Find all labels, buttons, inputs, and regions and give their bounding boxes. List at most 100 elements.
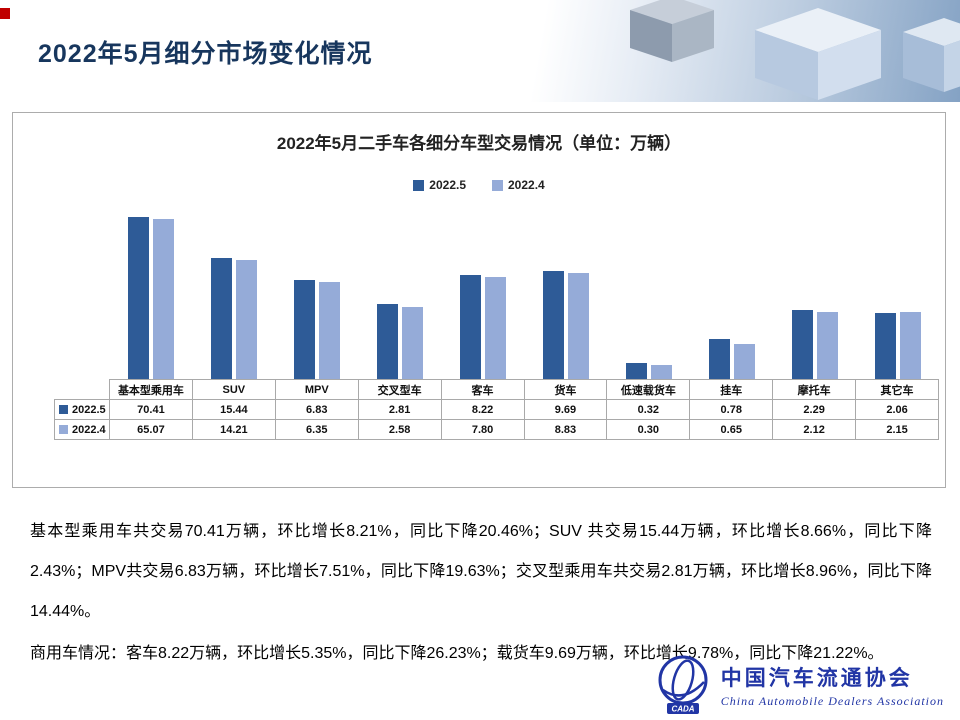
value-cell: 2.12	[772, 419, 857, 440]
value-cell-label: 2.15	[886, 423, 908, 436]
value-cell-label: 70.41	[137, 403, 165, 416]
chart-plot	[110, 194, 939, 380]
category-header-label: 货车	[554, 384, 577, 397]
bar-2022.4	[236, 260, 258, 380]
value-cell: 70.41	[109, 399, 193, 420]
bar-2022.4	[485, 276, 507, 380]
value-cell-label: 8.83	[554, 423, 577, 436]
value-cell: 65.07	[109, 419, 193, 440]
value-cell: 6.35	[274, 419, 359, 440]
value-cell: 7.80	[440, 419, 525, 440]
value-cell-label: 6.35	[306, 423, 328, 436]
bar-2022.4	[899, 311, 921, 380]
table-corner-cell	[54, 379, 110, 400]
value-cell-label: 0.30	[637, 423, 660, 436]
chart-column-10	[856, 311, 939, 380]
chart-title: 2022年5月二手车各细分车型交易情况（单位：万辆）	[276, 134, 682, 153]
value-cell: 0.32	[606, 399, 691, 420]
bar-2022.4	[650, 364, 672, 380]
footer-logo-block: CADA 中国汽车流通协会 China Automobile Dealers A…	[654, 654, 944, 716]
accent-square	[0, 8, 10, 19]
category-header-label: 客车	[471, 384, 494, 397]
series-row-label-label: 2022.5	[72, 403, 106, 416]
chart-column-8	[690, 338, 773, 380]
bar-2022.5	[460, 275, 482, 380]
bar-2022.5	[377, 304, 399, 380]
category-header-label: 挂车	[720, 384, 743, 397]
header-banner: 2022年5月细分市场变化情况	[0, 0, 960, 102]
chart-legend: 2022.5 2022.4	[13, 178, 945, 192]
chart-column-1	[110, 217, 193, 380]
chart-column-2	[193, 258, 276, 380]
value-cell-label: 6.83	[306, 403, 328, 416]
series-row-label-label: 2022.4	[72, 423, 106, 436]
value-cell: 14.21	[191, 419, 276, 440]
series-row-label: 2022.5	[54, 399, 110, 420]
value-cell-label: 0.32	[637, 403, 660, 416]
category-header: 基本型乘用车	[109, 379, 193, 400]
value-cell-label: 2.81	[388, 403, 411, 416]
category-header: 客车	[440, 379, 525, 400]
category-header: 货车	[523, 379, 608, 400]
value-cell: 2.81	[357, 399, 442, 420]
bar-2022.5	[625, 363, 647, 380]
chart-column-7	[607, 363, 690, 380]
bar-2022.5	[294, 280, 316, 380]
category-header-label: MPV	[304, 383, 329, 396]
category-header: 挂车	[689, 379, 774, 400]
value-cell-label: 15.44	[220, 403, 248, 416]
category-header-label: 基本型乘用车	[117, 384, 184, 397]
value-cell-label: 2.58	[388, 423, 411, 436]
chart-column-3	[276, 280, 359, 380]
chart-column-5	[442, 275, 525, 380]
value-cell: 2.58	[357, 419, 442, 440]
legend-item-2022-4: 2022.4	[492, 178, 545, 192]
cada-logo-icon: CADA	[658, 655, 708, 714]
value-cell: 8.22	[440, 399, 525, 420]
category-header-label: 摩托车	[797, 384, 831, 397]
bar-2022.5	[791, 309, 813, 380]
category-header: 低速载货车	[606, 379, 691, 400]
bar-2022.4	[319, 282, 341, 380]
series-row-label: 2022.4	[54, 419, 110, 440]
legend-swatch-2022-4	[492, 179, 503, 191]
category-header: 交叉型车	[357, 379, 442, 400]
value-cell: 6.83	[274, 399, 359, 420]
category-header-label: 低速载货车	[620, 384, 676, 397]
category-header: SUV	[191, 379, 276, 400]
value-cell-label: 0.78	[720, 403, 742, 416]
value-cell: 8.83	[523, 419, 608, 440]
value-cell-label: 9.69	[554, 403, 577, 416]
bar-2022.5	[874, 312, 896, 380]
value-cell-label: 0.65	[720, 423, 742, 436]
paragraph-passenger-cars: 基本型乘用车共交易70.41万辆，环比增长8.21%，同比下降20.46%；SU…	[30, 523, 932, 620]
category-header: MPV	[274, 379, 359, 400]
category-header-label: 其它车	[880, 384, 914, 397]
bar-2022.5	[128, 217, 150, 380]
bar-2022.4	[567, 273, 589, 380]
cada-logo-text: CADA	[671, 705, 694, 714]
chart-column-6	[525, 270, 608, 380]
bar-2022.5	[542, 270, 564, 380]
legend-swatch-2022-5	[413, 179, 425, 191]
legend-label: 2022.4	[508, 178, 545, 192]
value-cell: 0.30	[606, 419, 691, 440]
value-cell: 0.78	[689, 399, 774, 420]
decorative-cubes	[630, 0, 960, 100]
org-text: 中国汽车流通协会 China Automobile Dealers Associ…	[721, 662, 944, 709]
value-cell-label: 2.12	[803, 423, 825, 436]
series-swatch	[59, 425, 68, 434]
value-cell-label: 65.07	[137, 423, 165, 436]
bar-2022.5	[211, 258, 233, 380]
bar-2022.4	[816, 311, 838, 380]
value-cell-label: 2.29	[803, 403, 825, 416]
legend-item-2022-5: 2022.5	[413, 178, 466, 192]
bar-2022.4	[402, 306, 424, 380]
bar-2022.5	[708, 338, 730, 380]
category-header: 摩托车	[772, 379, 857, 400]
chart-panel: 2022年5月二手车各细分车型交易情况（单位：万辆） 2022.5 2022.4…	[12, 112, 946, 488]
category-header-label: SUV	[222, 383, 246, 396]
org-name-cn: 中国汽车流通协会	[720, 666, 913, 690]
chart-column-4	[359, 304, 442, 380]
